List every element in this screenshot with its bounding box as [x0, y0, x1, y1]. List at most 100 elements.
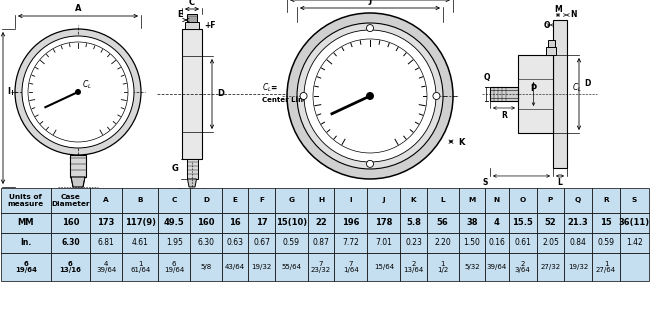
Text: E: E [177, 10, 183, 19]
Text: $C_L$: $C_L$ [572, 82, 582, 95]
Text: 15.5: 15.5 [512, 218, 533, 227]
Text: M: M [554, 5, 562, 14]
Text: D: D [584, 79, 590, 89]
Text: D: D [203, 197, 209, 203]
Bar [51, 213, 90, 233]
Text: 21.3: 21.3 [568, 218, 589, 227]
Text: J: J [383, 197, 385, 203]
Text: Units of
measure: Units of measure [8, 194, 44, 207]
Text: 0.61: 0.61 [514, 238, 531, 247]
Text: 17: 17 [255, 218, 267, 227]
Text: 22: 22 [315, 218, 327, 227]
Text: L: L [558, 178, 562, 187]
Text: 56: 56 [437, 218, 448, 227]
Text: 160: 160 [197, 218, 214, 227]
Circle shape [300, 93, 307, 100]
Bar [537, 233, 564, 253]
Bar [485, 233, 509, 253]
Bar [122, 213, 159, 233]
Text: R: R [501, 111, 507, 120]
Bar [620, 188, 649, 213]
Text: 0.63: 0.63 [227, 238, 244, 247]
Text: 39/64: 39/64 [487, 264, 507, 270]
Bar [90, 188, 122, 213]
Text: 43/64: 43/64 [225, 264, 245, 270]
Bar [427, 188, 458, 213]
Text: Case
Diameter: Case Diameter [51, 194, 90, 207]
Circle shape [75, 89, 81, 95]
Text: I: I [7, 88, 10, 96]
Text: G: G [172, 165, 179, 173]
Text: M: M [468, 197, 475, 203]
Bar [458, 213, 485, 233]
Text: $C_L$: $C_L$ [187, 191, 195, 200]
Text: P: P [530, 84, 536, 93]
Bar [334, 253, 367, 281]
Text: $C_L$: $C_L$ [82, 79, 92, 91]
Text: I: I [350, 197, 352, 203]
Circle shape [15, 29, 141, 155]
Bar [308, 253, 334, 281]
Bar [564, 233, 592, 253]
Text: 4: 4 [494, 218, 500, 227]
Bar [1, 188, 51, 213]
Text: Q: Q [484, 73, 491, 82]
Text: A: A [103, 197, 109, 203]
Bar [187, 159, 198, 179]
Text: S: S [482, 178, 488, 187]
Bar [334, 213, 367, 233]
Polygon shape [71, 177, 85, 187]
Text: 178: 178 [375, 218, 393, 227]
Bar [458, 233, 485, 253]
Text: C: C [172, 197, 177, 203]
Text: E: E [233, 197, 237, 203]
Bar [592, 213, 620, 233]
Bar [485, 188, 509, 213]
Text: O: O [543, 21, 550, 30]
Circle shape [28, 42, 128, 142]
Bar [490, 87, 518, 101]
Bar [190, 213, 222, 233]
Bar [1, 253, 51, 281]
Text: 2.20: 2.20 [434, 238, 451, 247]
Text: N: N [570, 10, 577, 19]
Text: F: F [259, 197, 264, 203]
Text: 16: 16 [229, 218, 241, 227]
Text: 0.59: 0.59 [597, 238, 614, 247]
Bar [458, 253, 485, 281]
Bar [537, 188, 564, 213]
Bar [334, 188, 367, 213]
Bar [308, 233, 334, 253]
Text: 15/64: 15/64 [374, 264, 394, 270]
Text: 1
27/64: 1 27/64 [596, 261, 616, 273]
Bar [367, 188, 400, 213]
Text: 6
13/16: 6 13/16 [60, 261, 81, 273]
Text: 7.01: 7.01 [376, 238, 393, 247]
Bar [51, 188, 90, 213]
Bar [187, 14, 197, 22]
Text: 7
23/32: 7 23/32 [311, 261, 331, 273]
Bar [122, 253, 159, 281]
Bar [159, 188, 190, 213]
Text: B: B [137, 197, 143, 203]
Bar [1, 233, 51, 253]
Text: D: D [217, 89, 224, 99]
Text: L: L [441, 197, 445, 203]
Circle shape [287, 13, 453, 179]
Text: 4.61: 4.61 [132, 238, 149, 247]
Circle shape [297, 23, 443, 169]
Text: 4
39/64: 4 39/64 [96, 261, 116, 273]
Bar [592, 233, 620, 253]
Bar [620, 233, 649, 253]
Bar [122, 188, 159, 213]
Bar [547, 40, 554, 47]
Bar [275, 188, 308, 213]
Bar [222, 213, 248, 233]
Text: 6
19/64: 6 19/64 [15, 261, 37, 273]
Text: MM: MM [18, 218, 34, 227]
Circle shape [367, 160, 374, 167]
Bar [485, 253, 509, 281]
Bar [592, 253, 620, 281]
Bar [427, 233, 458, 253]
Text: 173: 173 [98, 218, 115, 227]
